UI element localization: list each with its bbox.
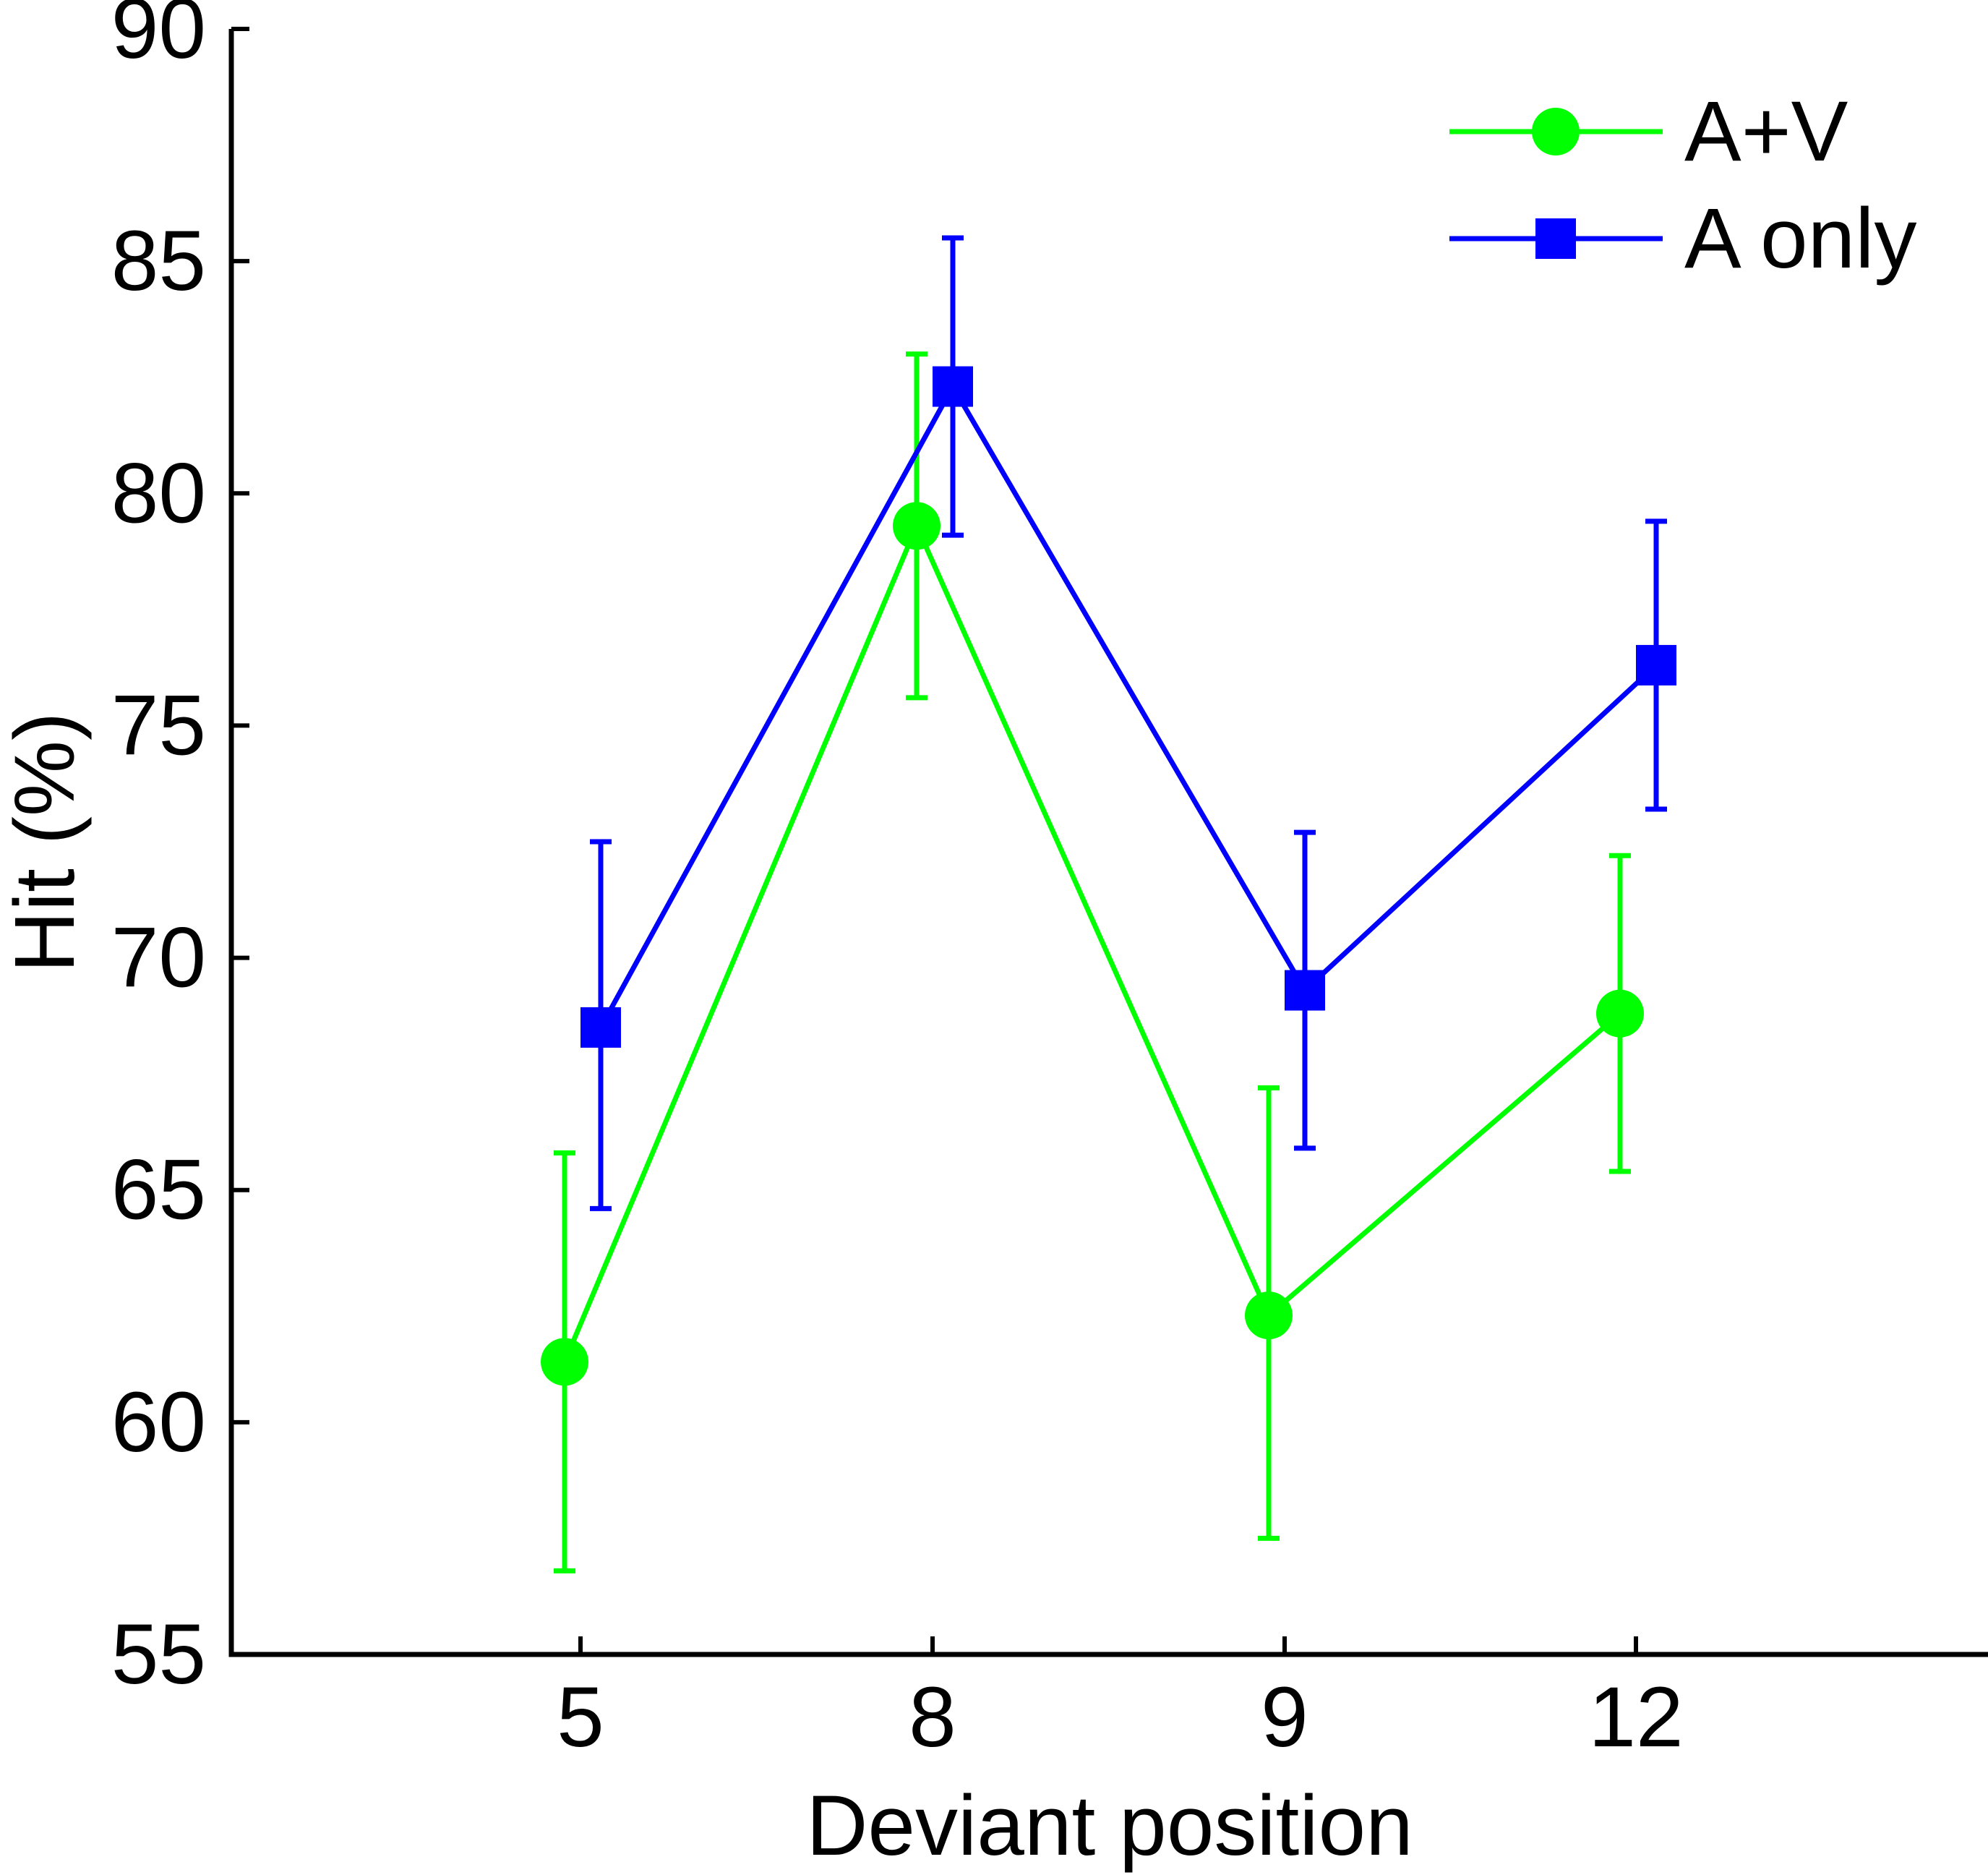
data-point [541,1338,588,1386]
y-tick-label: 85 [111,213,206,309]
y-tick-label: 75 [111,678,206,773]
y-axis-title: Hit (%) [0,712,93,973]
x-tick-label: 12 [1588,1670,1683,1765]
data-point [1596,989,1644,1038]
data-point [933,366,973,407]
legend-marker [1532,108,1580,155]
y-tick-label: 55 [111,1607,206,1702]
data-point [580,1007,621,1048]
y-tick-label: 80 [111,445,206,541]
axes [228,27,1988,1657]
data-point [893,502,941,550]
y-tick-label: 60 [111,1375,206,1470]
series-line [562,519,1622,1363]
x-tick-label: 8 [909,1670,956,1765]
legend-label: A+V [1684,84,1848,179]
y-tick-label: 65 [111,1142,206,1238]
legend-marker [1535,218,1576,259]
data-point [1636,644,1676,685]
x-tick-label: 5 [557,1670,604,1765]
legend: A+V A only [1449,84,1916,286]
x-axis-title: Deviant position [806,1778,1413,1874]
legend-item: A only [1449,191,1916,286]
series-line [598,381,1658,1029]
y-tick-label: 90 [111,0,206,77]
data-point [1245,1291,1293,1340]
x-tick-label: 9 [1261,1670,1308,1765]
legend-item: A+V [1449,84,1848,179]
legend-label: A only [1684,191,1916,286]
series-a-plus-v [541,351,1644,1573]
plot-area [541,235,1676,1573]
series-a-only [580,235,1676,1211]
tick-labels: 55 60 65 70 75 80 85 90 5 8 9 12 [111,0,1684,1765]
data-point [1285,970,1325,1011]
y-tick-label: 70 [111,910,206,1006]
